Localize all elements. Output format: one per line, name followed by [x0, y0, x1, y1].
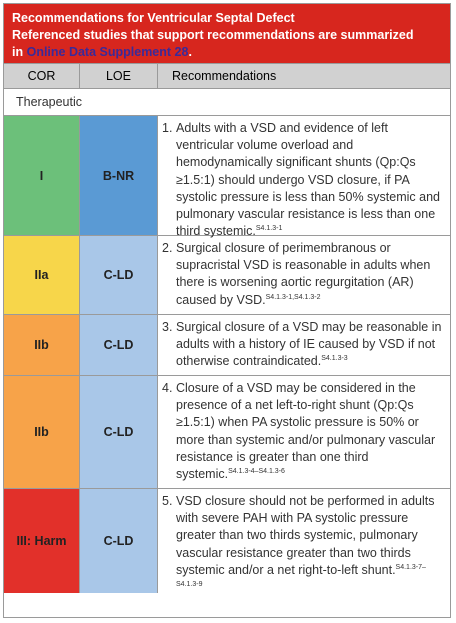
recommendation-number: 5.: [162, 494, 173, 508]
loe-cell: C-LD: [80, 376, 158, 488]
reference-citation: S4.1.3-1,S4.1.3-2: [265, 293, 321, 301]
recommendation-row-3: IIb C-LD 3. Surgical closure of a VSD ma…: [4, 315, 450, 376]
recommendation-text: Closure of a VSD may be considered in th…: [176, 381, 436, 482]
loe-cell: C-LD: [80, 489, 158, 593]
table-header: Recommendations for Ventricular Septal D…: [4, 4, 450, 63]
recommendation-text: Adults with a VSD and evidence of left v…: [176, 121, 440, 239]
column-header-recommendations: Recommendations: [172, 69, 277, 83]
reference-citation: S4.1.3-3: [321, 355, 348, 363]
recommendation-cell: 5. VSD closure should not be performed i…: [158, 489, 450, 593]
section-label-therapeutic: Therapeutic: [4, 89, 450, 116]
recommendation-text-wrap: Surgical closure of perimembranous or su…: [176, 240, 442, 314]
reference-citation: S4.1.3-7–S4.1.3-9: [176, 563, 426, 588]
loe-cell: C-LD: [80, 315, 158, 375]
recommendation-row-4: IIb C-LD 4. Closure of a VSD may be cons…: [4, 376, 450, 489]
recommendation-number: 2.: [162, 241, 173, 255]
recommendation-text: Surgical closure of a VSD may be reasona…: [176, 320, 442, 369]
recommendation-text-wrap: Closure of a VSD may be considered in th…: [176, 380, 442, 488]
recommendation-text-wrap: Surgical closure of a VSD may be reasona…: [176, 319, 442, 375]
recommendation-cell: 1. Adults with a VSD and evidence of lef…: [158, 116, 450, 239]
reference-citation: S4.1.3-4–S4.1.3-6: [228, 467, 285, 475]
cor-cell: IIb: [4, 315, 80, 375]
recommendation-text: VSD closure should not be performed in a…: [176, 494, 435, 577]
subtitle-text: Referenced studies that support recommen…: [12, 28, 414, 42]
cor-cell: IIb: [4, 376, 80, 488]
recommendation-number: 3.: [162, 320, 173, 334]
table-title: Recommendations for Ventricular Septal D…: [12, 11, 295, 25]
recommendation-row-1: I B-NR 1. Adults with a VSD and evidence…: [4, 116, 450, 239]
subtitle-suffix: .: [188, 45, 192, 59]
recommendation-text-wrap: VSD closure should not be performed in a…: [176, 493, 442, 593]
recommendation-number: 1.: [162, 121, 173, 135]
recommendation-number: 4.: [162, 381, 173, 395]
recommendation-row-5: III: Harm C-LD 5. VSD closure should not…: [4, 489, 450, 593]
recommendation-cell: 3. Surgical closure of a VSD may be reas…: [158, 315, 450, 375]
data-supplement-link[interactable]: Online Data Supplement 28: [26, 45, 189, 59]
subtitle-in: in: [12, 45, 27, 59]
recommendation-cell: 2. Surgical closure of perimembranous or…: [158, 236, 450, 314]
table-subtitle: Referenced studies that support recommen…: [12, 27, 442, 61]
loe-cell: B-NR: [80, 116, 158, 235]
recommendations-table: Recommendations for Ventricular Septal D…: [3, 3, 451, 618]
column-header-row: COR LOE Recommendations: [4, 63, 450, 89]
column-header-loe: LOE: [80, 64, 158, 88]
reference-citation: S4.1.3-1: [255, 225, 283, 233]
cor-cell: IIa: [4, 236, 80, 314]
recommendation-text: Surgical closure of perimembranous or su…: [176, 241, 431, 307]
recommendation-cell: 4. Closure of a VSD may be considered in…: [158, 376, 450, 488]
column-header-cor: COR: [4, 64, 80, 88]
recommendation-text-wrap: Adults with a VSD and evidence of left v…: [176, 120, 442, 239]
recommendation-row-2: IIa C-LD 2. Surgical closure of perimemb…: [4, 236, 450, 315]
cor-cell: III: Harm: [4, 489, 80, 593]
loe-cell: C-LD: [80, 236, 158, 314]
cor-cell: I: [4, 116, 80, 235]
